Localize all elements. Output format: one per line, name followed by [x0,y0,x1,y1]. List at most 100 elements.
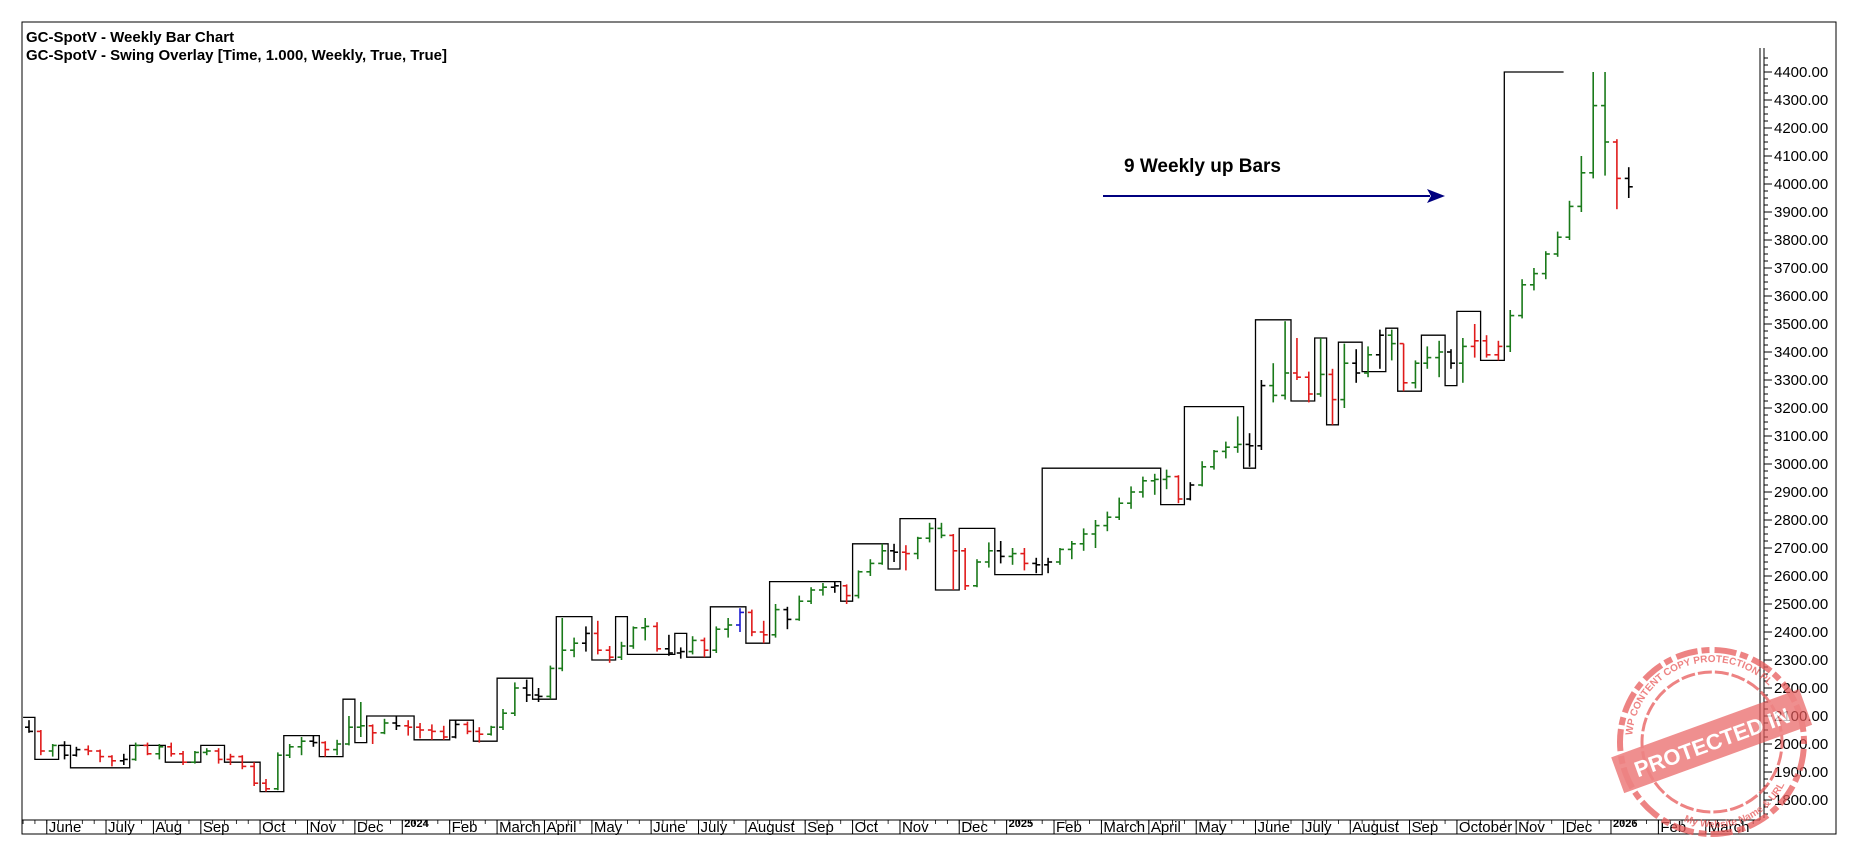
ohlc-bar [1399,342,1408,392]
ohlc-bar [1269,363,1278,403]
ohlc-bar [1186,482,1195,501]
ohlc-bar [1008,548,1017,565]
ohlc-bar [1281,321,1290,400]
x-month-label: Oct [855,819,879,836]
y-tick-label: 3600.00 [1774,288,1828,305]
y-tick-label: 4100.00 [1774,148,1828,165]
ohlc-bar [131,742,140,761]
ohlc-bar [1589,72,1598,179]
y-tick-label: 1900.00 [1774,764,1828,781]
ohlc-bar [427,724,436,740]
ohlc-bar [416,723,425,739]
ohlc-bar [676,647,685,659]
ohlc-bar [759,620,768,644]
ohlc-bar [818,583,827,596]
ohlc-bar [1541,251,1550,280]
ohlc-bar [499,709,507,730]
ohlc-bar [949,534,958,590]
ohlc-bar [1138,476,1147,498]
ohlc-bar [285,744,294,758]
y-tick-label: 2500.00 [1774,596,1828,613]
y-tick-label: 3400.00 [1774,344,1828,361]
ohlc-bar [913,536,922,560]
ohlc-bar [190,751,199,764]
ohlc-bar [605,646,614,663]
x-month-label: April [546,819,576,836]
ohlc-bar [1364,346,1373,378]
ohlc-bar [712,626,721,653]
x-month-label: Dec [1566,819,1593,836]
ohlc-bar [570,637,579,658]
x-month-label: Feb [1056,819,1082,836]
x-month-label: May [594,819,623,836]
ohlc-bar [1340,343,1349,408]
ohlc-bar [783,606,792,630]
ohlc-bar [996,541,1005,564]
ohlc-bar [1411,360,1420,389]
ohlc-bar [107,755,116,767]
ohlc-bar [1032,557,1041,574]
ohlc-bar [214,748,223,764]
ohlc-bar [629,626,638,649]
x-month-label: Dec [961,819,988,836]
ohlc-bar [724,618,733,638]
y-tick-label: 2300.00 [1774,652,1828,669]
annotation-label: 9 Weekly up Bars [1124,156,1282,177]
ohlc-bar [487,725,496,736]
x-year-label: 2026 [1613,818,1637,830]
y-tick-label: 3900.00 [1774,204,1828,221]
ohlc-bar [1565,200,1574,240]
x-month-label: August [1352,819,1400,836]
y-tick-label: 3500.00 [1774,316,1828,333]
ohlc-bar [854,570,863,599]
y-tick-label: 3100.00 [1774,428,1828,445]
ohlc-bar [937,522,946,539]
ohlc-bar [25,720,33,733]
ohlc-bar [1304,371,1313,403]
ohlc-bar [510,682,519,716]
ohlc-bar [1529,268,1538,291]
ohlc-bar [273,752,282,791]
ohlc-bar [226,753,235,765]
ohlc-bar [36,730,45,756]
ohlc-bar [558,618,567,672]
y-tick-label: 3300.00 [1774,372,1828,389]
ohlc-bar [475,727,484,743]
price-bars [25,72,1633,792]
y-tick-label: 4400.00 [1774,64,1828,81]
ohlc-bar [1316,338,1325,397]
ohlc-bar [1055,548,1064,565]
x-month-label: Nov [309,819,336,836]
arrow-head [1427,189,1445,203]
ohlc-bar [901,545,910,571]
swing-overlay [23,71,1564,793]
ohlc-bar [1506,310,1515,352]
ohlc-bar [664,634,673,656]
ohlc-bar [1115,497,1124,520]
ohlc-bar [653,622,662,652]
ohlc-bar [1221,441,1230,459]
y-axis: 1800.001900.002000.002100.002200.002300.… [1763,48,1828,818]
ohlc-bar [1387,329,1396,361]
ohlc-bar [546,665,555,700]
ohlc-bar [581,626,590,652]
ohlc-bar [1553,231,1562,257]
x-month-label: Nov [902,819,929,836]
x-month-label: Nov [1518,819,1545,836]
ohlc-bar [167,742,176,757]
y-tick-label: 3000.00 [1774,456,1828,473]
y-tick-label: 3800.00 [1774,232,1828,249]
ohlc-bar [1150,473,1159,495]
x-month-label: June [1257,819,1290,836]
ohlc-bar [155,744,164,760]
ohlc-bar [984,542,993,568]
ohlc-bar [925,522,934,543]
ohlc-bar [1435,340,1444,378]
ohlc-bar [534,688,543,702]
ohlc-bar [72,746,81,757]
x-month-label: May [1198,819,1227,836]
y-tick-label: 2000.00 [1774,736,1828,753]
x-axis: June July Aug Sep Oct Nov Dec 2024 Feb March April… [22,818,1754,836]
ohlc-bar [1245,433,1254,467]
